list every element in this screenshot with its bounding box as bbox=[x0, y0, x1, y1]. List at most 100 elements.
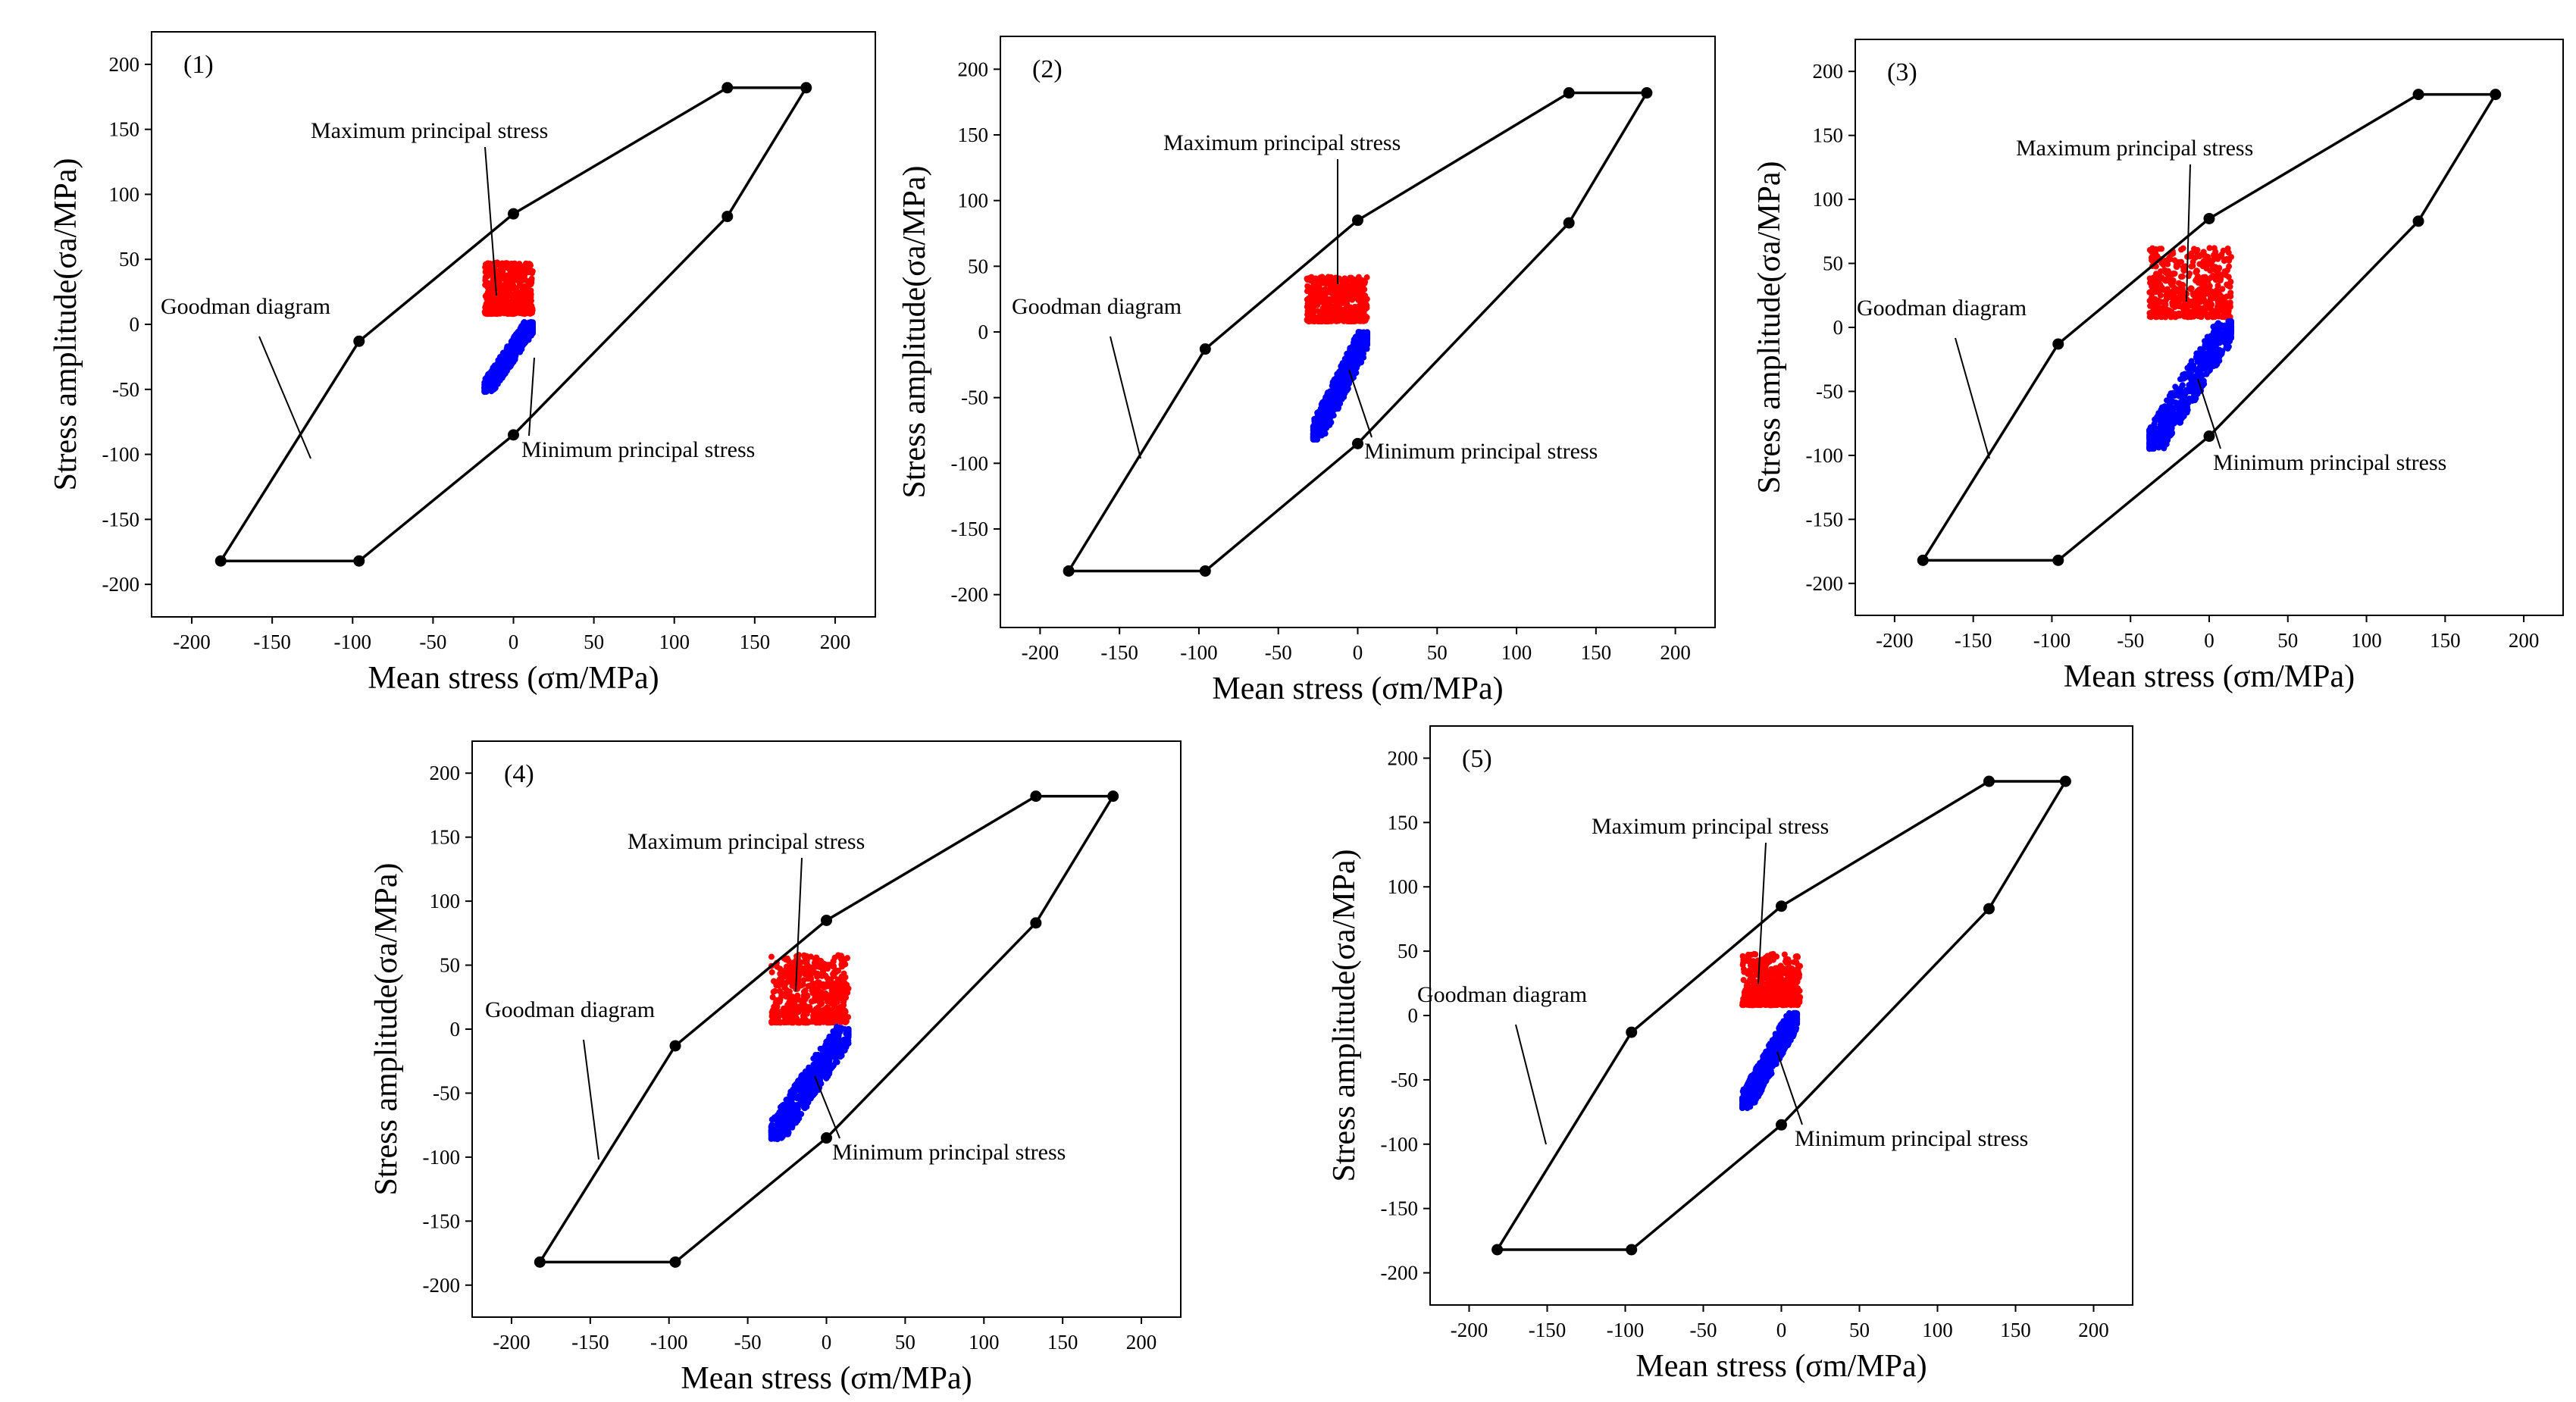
data-point bbox=[2198, 307, 2205, 314]
data-point bbox=[1358, 277, 1365, 283]
data-point bbox=[1322, 422, 1329, 429]
data-point bbox=[2210, 257, 2217, 264]
data-point bbox=[499, 308, 505, 315]
goodman-vertex bbox=[2203, 430, 2215, 443]
data-point bbox=[834, 984, 841, 991]
max-principal-stress-label: Maximum principal stress bbox=[311, 118, 548, 143]
data-point bbox=[1326, 286, 1333, 293]
data-point bbox=[828, 987, 835, 994]
data-point bbox=[840, 997, 847, 1003]
data-point bbox=[794, 964, 801, 971]
y-tick-label: 0 bbox=[978, 321, 989, 343]
max-principal-stress-label: Maximum principal stress bbox=[628, 829, 865, 854]
y-tick-label: -100 bbox=[1381, 1133, 1419, 1156]
y-tick-label: 50 bbox=[1823, 252, 1843, 275]
data-point bbox=[781, 981, 788, 988]
data-point bbox=[518, 275, 525, 282]
data-point bbox=[797, 982, 803, 989]
data-point bbox=[839, 1037, 846, 1044]
y-tick-label: -50 bbox=[112, 378, 139, 401]
data-point bbox=[827, 996, 834, 1003]
x-tick-label: 50 bbox=[1849, 1319, 1870, 1341]
data-point bbox=[1328, 403, 1335, 410]
goodman-vertex bbox=[2412, 215, 2424, 227]
data-point bbox=[1795, 962, 1801, 969]
data-point bbox=[2155, 412, 2162, 419]
data-point bbox=[2163, 412, 2170, 418]
y-tick-label: 100 bbox=[1388, 875, 1419, 898]
data-point bbox=[1315, 430, 1322, 437]
goodman-vertex bbox=[1563, 217, 1575, 229]
data-point bbox=[2149, 304, 2156, 311]
data-point bbox=[2184, 399, 2191, 405]
data-point bbox=[1782, 988, 1789, 995]
goodman-vertex bbox=[2052, 338, 2064, 350]
data-point bbox=[1789, 1001, 1795, 1008]
data-point bbox=[2210, 347, 2217, 354]
data-point bbox=[2163, 270, 2170, 277]
data-point bbox=[845, 1029, 852, 1036]
data-point bbox=[837, 955, 844, 962]
data-point bbox=[499, 355, 506, 361]
data-point bbox=[822, 990, 829, 997]
goodman-outline bbox=[218, 86, 809, 562]
data-point bbox=[1323, 397, 1330, 404]
data-point bbox=[1354, 312, 1361, 319]
data-point bbox=[514, 302, 521, 309]
data-point bbox=[832, 1054, 839, 1061]
goodman-vertex bbox=[1063, 565, 1075, 577]
data-point bbox=[1791, 990, 1798, 997]
data-point bbox=[2216, 340, 2223, 346]
data-point bbox=[487, 290, 494, 297]
data-point bbox=[493, 304, 500, 311]
goodman-vertex bbox=[508, 429, 519, 441]
max-principal-stress-series bbox=[1739, 950, 1804, 1009]
data-point bbox=[2153, 277, 2160, 283]
data-point bbox=[1349, 365, 1356, 372]
min-leader-line bbox=[814, 1075, 840, 1139]
data-point bbox=[1740, 959, 1747, 966]
data-point bbox=[490, 310, 496, 317]
data-point bbox=[2188, 311, 2195, 318]
data-point bbox=[1316, 424, 1322, 430]
data-point bbox=[783, 956, 790, 963]
x-tick-label: -200 bbox=[493, 1331, 531, 1353]
data-point bbox=[1334, 296, 1341, 302]
data-point bbox=[1305, 316, 1312, 323]
data-point bbox=[1344, 353, 1351, 360]
goodman-vertex bbox=[800, 82, 812, 94]
data-point bbox=[824, 965, 831, 972]
data-point bbox=[1362, 343, 1369, 349]
x-tick-label: 200 bbox=[2509, 629, 2540, 652]
data-point bbox=[1309, 277, 1316, 284]
data-point bbox=[1786, 958, 1792, 965]
data-point bbox=[1751, 995, 1758, 1002]
y-tick-label: -150 bbox=[951, 518, 989, 540]
panel-label: (3) bbox=[1887, 58, 1917, 86]
data-point bbox=[507, 264, 514, 271]
data-point bbox=[827, 1035, 834, 1042]
x-tick-label: -50 bbox=[1690, 1319, 1717, 1341]
data-point bbox=[2170, 421, 2177, 427]
data-point bbox=[835, 992, 842, 999]
data-point bbox=[1786, 965, 1793, 972]
data-point bbox=[1319, 406, 1326, 413]
data-point bbox=[789, 994, 796, 1000]
data-point bbox=[1316, 318, 1323, 324]
data-point bbox=[494, 274, 501, 280]
data-point bbox=[2193, 372, 2200, 379]
data-point bbox=[1341, 381, 1348, 388]
data-point bbox=[2152, 442, 2159, 449]
data-point bbox=[497, 299, 504, 305]
data-point bbox=[2146, 441, 2153, 448]
x-tick-label: 100 bbox=[659, 631, 690, 653]
data-point bbox=[1304, 288, 1311, 295]
y-tick-label: 200 bbox=[1388, 746, 1419, 769]
data-point bbox=[509, 309, 516, 316]
x-tick-label: 50 bbox=[584, 631, 604, 653]
x-tick-label: 150 bbox=[1581, 641, 1612, 664]
data-point bbox=[838, 1050, 845, 1056]
data-point bbox=[2188, 285, 2195, 292]
x-tick-label: 200 bbox=[2078, 1319, 2109, 1341]
goodman-vertex bbox=[1030, 917, 1042, 929]
